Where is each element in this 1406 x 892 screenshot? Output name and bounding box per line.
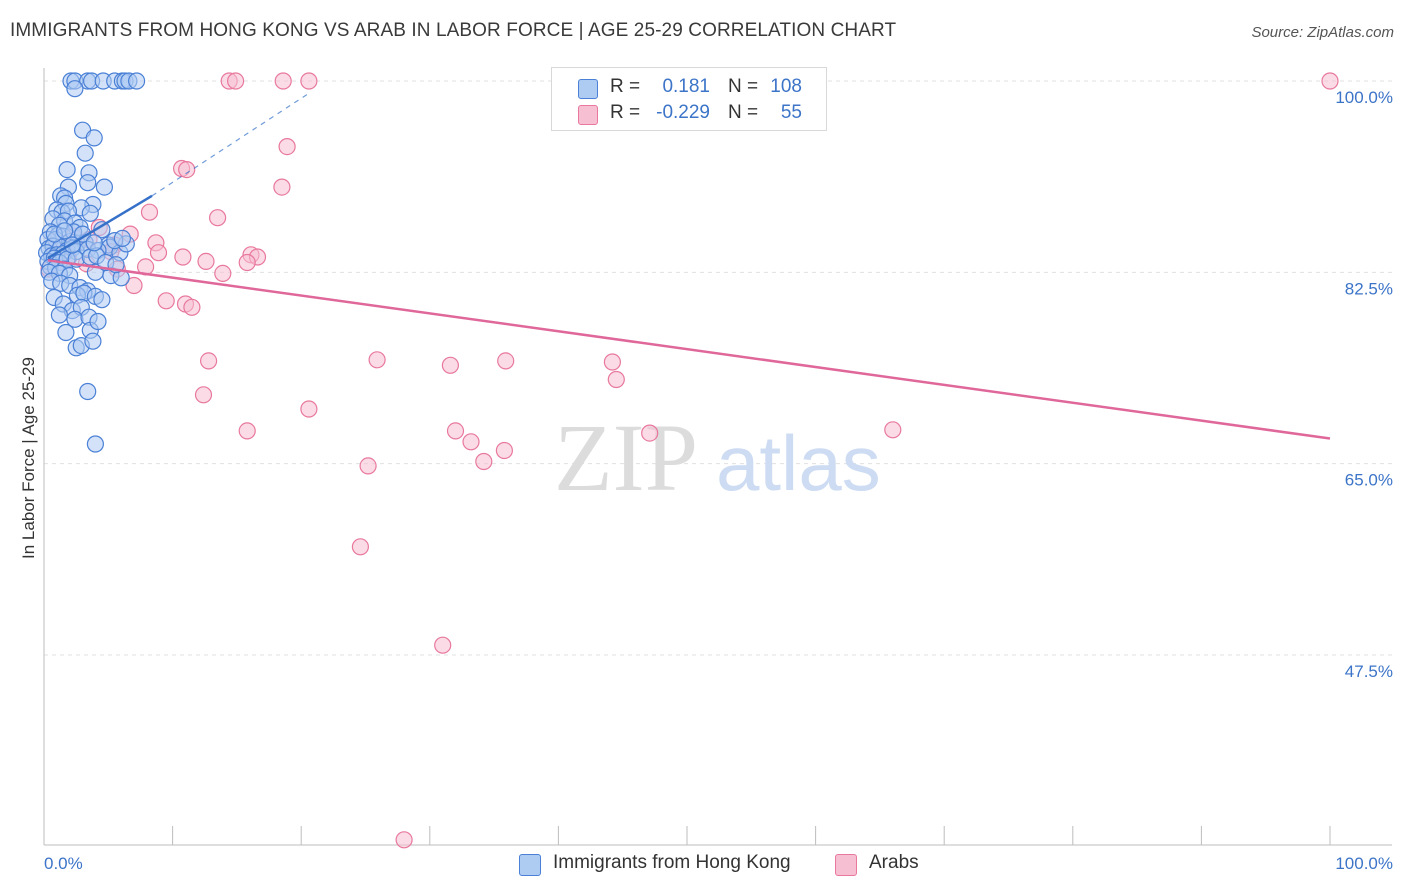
hong-kong-point xyxy=(93,291,111,309)
hong-kong-point xyxy=(50,306,69,324)
hong-kong-point xyxy=(86,435,105,453)
arabs-point xyxy=(238,422,256,440)
arabs-point xyxy=(368,351,386,369)
arabs-point xyxy=(140,203,159,221)
arabs-point xyxy=(178,161,196,179)
legend-row-arabs: R = -0.229 N = 55 xyxy=(552,101,826,127)
arabs-point xyxy=(209,209,227,227)
hong-kong-point xyxy=(66,80,84,98)
arabs-point xyxy=(395,831,413,849)
bottom-legend-swatch-blue xyxy=(519,854,541,876)
arabs-point xyxy=(125,276,143,295)
legend-r-label: R = xyxy=(610,76,641,97)
hong-kong-point xyxy=(128,72,146,90)
series-hong-kong xyxy=(37,72,146,453)
hong-kong-point xyxy=(81,204,99,222)
arabs-point xyxy=(214,264,232,282)
watermark: ZIP atlas xyxy=(554,404,881,511)
tick-labels: 100.0% 82.5% 65.0% 47.5% 0.0% 100.0% xyxy=(44,88,1393,873)
y-tick-label: 82.5% xyxy=(1345,279,1393,298)
arabs-point xyxy=(497,352,515,370)
arabs-point xyxy=(462,433,480,451)
chart-source: Source: ZipAtlas.com xyxy=(1251,24,1394,41)
x-tick-label: 100.0% xyxy=(1335,854,1393,873)
legend-n-label: N = xyxy=(728,76,759,97)
arabs-point xyxy=(641,424,659,442)
legend-r-value: -0.229 xyxy=(656,102,710,123)
hong-kong-point xyxy=(85,129,103,147)
arabs-point xyxy=(351,538,369,556)
arabs-point xyxy=(200,352,218,370)
legend-swatch-blue xyxy=(578,79,598,99)
hong-kong-point xyxy=(84,332,102,350)
arabs-point xyxy=(359,457,377,475)
legend-r-label: R = xyxy=(610,102,641,123)
arabs-point xyxy=(300,72,318,90)
arabs-trend-line xyxy=(47,259,1331,440)
watermark-atlas: atlas xyxy=(716,419,881,507)
arabs-point xyxy=(278,138,296,156)
hong-kong-point xyxy=(113,229,132,247)
hong-kong-point xyxy=(79,382,97,401)
bottom-legend-label: Arabs xyxy=(869,852,919,873)
arabs-point xyxy=(174,248,192,266)
hong-kong-point xyxy=(76,144,94,162)
arabs-point xyxy=(157,292,175,310)
arabs-point xyxy=(194,386,213,404)
arabs-point xyxy=(197,252,215,270)
hong-kong-point xyxy=(58,161,76,179)
legend-n-value: 108 xyxy=(770,76,802,97)
legend-r-value: 0.181 xyxy=(662,76,710,97)
arabs-point xyxy=(441,356,459,374)
arabs-point xyxy=(300,400,318,418)
watermark-zip: ZIP xyxy=(554,404,698,511)
arabs-point xyxy=(446,422,465,440)
bottom-legend-hong-kong: Immigrants from Hong Kong xyxy=(519,852,819,876)
hong-kong-point xyxy=(85,234,103,252)
arabs-point xyxy=(475,452,493,471)
hong-kong-point xyxy=(57,323,75,342)
arabs-point xyxy=(149,244,168,262)
arabs-point xyxy=(607,370,625,389)
arabs-point xyxy=(1321,72,1339,90)
legend-n-value: 55 xyxy=(780,102,802,123)
arabs-point xyxy=(884,421,902,439)
y-tick-label: 100.0% xyxy=(1335,88,1393,107)
arabs-point xyxy=(273,178,291,196)
hong-kong-point xyxy=(89,312,107,331)
legend-row-hong-kong: R = 0.181 N = 108 xyxy=(552,75,826,101)
chart-title: IMMIGRANTS FROM HONG KONG VS ARAB IN LAB… xyxy=(10,20,897,41)
y-axis-label: In Labor Force | Age 25-29 xyxy=(19,357,38,559)
arabs-point xyxy=(238,253,256,272)
legend-swatch-pink xyxy=(578,105,598,125)
legend-n-label: N = xyxy=(728,102,759,123)
y-tick-label: 47.5% xyxy=(1345,662,1393,681)
hong-kong-point xyxy=(79,174,97,192)
trend-lines xyxy=(47,93,1331,440)
arabs-point xyxy=(274,72,292,90)
hong-kong-point xyxy=(73,225,92,243)
y-tick-label: 65.0% xyxy=(1345,471,1393,490)
hong-kong-point xyxy=(55,222,74,240)
arabs-point xyxy=(183,298,201,316)
x-tick-label: 0.0% xyxy=(44,854,83,873)
arabs-point xyxy=(434,636,452,654)
bottom-legend-arabs: Arabs xyxy=(835,852,955,876)
arabs-point xyxy=(603,353,622,371)
arabs-point xyxy=(495,441,513,460)
bottom-legend-swatch-pink xyxy=(835,854,857,876)
hong-kong-trend-line xyxy=(47,194,153,260)
bottom-legend-label: Immigrants from Hong Kong xyxy=(553,852,791,873)
hong-kong-trend-extension xyxy=(151,93,308,197)
arabs-point xyxy=(227,72,245,90)
hong-kong-point xyxy=(95,178,114,196)
axes xyxy=(43,68,1392,846)
legend: R = 0.181 N = 108 R = -0.229 N = 55 xyxy=(551,67,827,131)
grid-lines xyxy=(44,80,1392,656)
